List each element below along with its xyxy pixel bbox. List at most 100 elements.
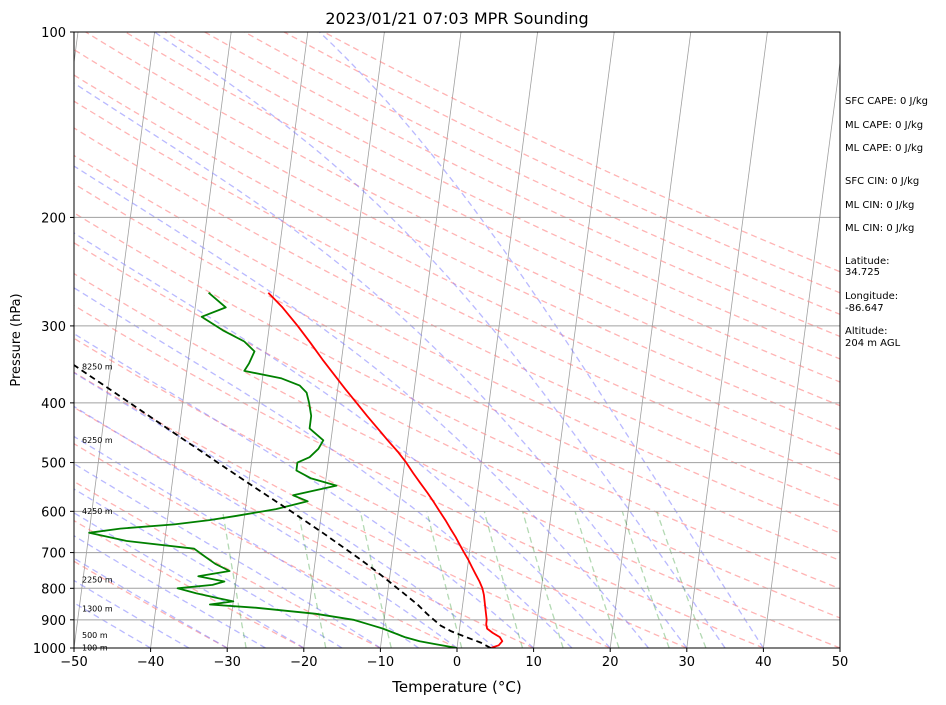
moist-adiabat-line	[74, 82, 688, 648]
x-tick-label: −10	[367, 655, 394, 670]
moist-adiabat-line	[74, 462, 381, 648]
dry-adiabat-line	[74, 560, 228, 648]
dry-adiabat-line	[74, 154, 840, 534]
dry-adiabat-line	[74, 406, 534, 648]
x-tick-label: 20	[602, 655, 619, 670]
dewpoint-profile-line	[88, 292, 458, 648]
x-tick-label: −30	[213, 655, 240, 670]
height-label: 4250 m	[82, 507, 113, 516]
dry-adiabat-line	[74, 371, 611, 648]
isotherm-line	[533, 32, 615, 648]
dry-adiabat-line	[74, 183, 840, 562]
stat-ml-cin-2: ML CIN: 0 J/kg	[845, 223, 914, 234]
stat-sfc-cape: SFC CAPE: 0 J/kg	[845, 96, 928, 107]
chart-title: 2023/01/21 07:03 MPR Sounding	[325, 9, 588, 28]
moist-adiabat-line	[74, 332, 535, 648]
temperature-profile-line	[267, 292, 504, 648]
moist-adiabat-line	[74, 579, 190, 648]
y-tick-label: 900	[41, 614, 66, 629]
moist-adiabat-line	[74, 165, 649, 648]
dry-adiabat-line	[283, 32, 840, 294]
y-tick-label: 600	[41, 505, 66, 520]
latitude-label: Latitude:	[845, 256, 890, 267]
height-label: 2250 m	[82, 575, 113, 584]
isobar-lines	[74, 32, 840, 648]
y-tick-label: 1000	[33, 642, 66, 657]
mixing-ratio-line	[656, 511, 707, 648]
x-tick-label: 10	[525, 655, 542, 670]
isotherm-line	[303, 32, 385, 648]
x-tick-label: −20	[290, 655, 317, 670]
y-tick-label: 500	[41, 457, 66, 472]
dry-adiabat-line	[74, 480, 381, 648]
y-tick-label: 800	[41, 582, 66, 597]
mixing-ratio-line	[574, 511, 620, 648]
height-label: 1300 m	[82, 605, 113, 614]
dry-adiabat-line	[74, 74, 840, 456]
profile-lines	[74, 292, 504, 648]
dry-adiabat-line	[74, 212, 840, 590]
x-tick-label: 30	[679, 655, 696, 670]
mixing-ratio-line	[297, 511, 327, 648]
y-axis-label: Pressure (hPa)	[9, 293, 24, 386]
y-tick-label: 700	[41, 547, 66, 562]
moist-adiabat-line	[74, 287, 573, 648]
height-label: 6250 m	[82, 436, 113, 445]
longitude-value: -86.647	[845, 303, 884, 314]
x-tick-label: −50	[60, 655, 87, 670]
latitude-value: 34.725	[845, 267, 880, 278]
isotherm-line	[150, 32, 232, 648]
x-tick-label: −40	[137, 655, 164, 670]
plot-frame	[73, 31, 841, 649]
y-tick-label: 400	[41, 397, 66, 412]
parcel-profile-line	[74, 363, 492, 648]
moist-adiabat-line	[74, 557, 228, 648]
stats-panel: SFC CAPE: 0 J/kg ML CAPE: 0 J/kg ML CAPE…	[845, 96, 928, 349]
dry-adiabat-line	[74, 304, 764, 648]
height-label: 100 m	[82, 644, 108, 653]
x-tick-label: 40	[755, 655, 772, 670]
stat-ml-cin-1: ML CIN: 0 J/kg	[845, 200, 914, 211]
dry-adiabat-line	[164, 32, 840, 360]
dry-adiabat-line	[85, 32, 840, 407]
altitude-value: 204 m AGL	[845, 338, 901, 349]
dry-adiabat-line	[74, 48, 840, 431]
isotherm-line	[686, 32, 768, 648]
dry-adiabat-line	[74, 442, 458, 648]
height-labels: 100 m 500 m 1300 m 2250 m 4250 m 6250 m 8250 m	[82, 363, 113, 653]
isotherm-line	[456, 32, 538, 648]
dry-adiabat-line	[74, 100, 840, 481]
mixing-ratio-line	[621, 511, 670, 648]
y-tick-label: 100	[41, 26, 66, 41]
x-tick-label: 0	[453, 655, 461, 670]
moist-adiabat-line	[74, 371, 496, 648]
altitude-label: Altitude:	[845, 326, 887, 337]
isotherm-line	[380, 32, 462, 648]
dry-adiabat-line	[244, 32, 840, 316]
height-label: 8250 m	[82, 363, 113, 372]
dry-adiabat-line	[74, 272, 840, 648]
isotherm-line	[763, 59, 840, 648]
y-axis-ticks: 1000 900 800 700 600 500 400 300 200 100	[33, 26, 74, 657]
stat-ml-cape-2: ML CAPE: 0 J/kg	[845, 143, 923, 154]
isotherm-line	[74, 32, 155, 648]
y-tick-label: 200	[41, 211, 66, 226]
stat-sfc-cin: SFC CIN: 0 J/kg	[845, 176, 919, 187]
x-axis-ticks: −50 −40 −30 −20 −10 0 10 20 30 40 50	[60, 648, 848, 670]
mixing-ratio-line	[483, 511, 524, 648]
moist-adiabat-line	[154, 32, 726, 648]
longitude-label: Longitude:	[845, 291, 898, 302]
isotherm-line	[226, 32, 309, 648]
moist-adiabat-line	[74, 405, 458, 648]
x-axis-label: Temperature (°C)	[391, 678, 521, 696]
moist-adiabat-line	[74, 435, 420, 648]
isotherm-line	[609, 32, 692, 648]
moist-adiabat-line	[74, 488, 343, 648]
moist-adiabat-line	[74, 602, 151, 648]
mixing-ratio-line	[521, 511, 564, 648]
height-label: 500 m	[82, 631, 108, 640]
moist-adiabat-line	[74, 232, 611, 648]
x-tick-label: 50	[832, 655, 849, 670]
isotherm-line	[0, 32, 1, 648]
